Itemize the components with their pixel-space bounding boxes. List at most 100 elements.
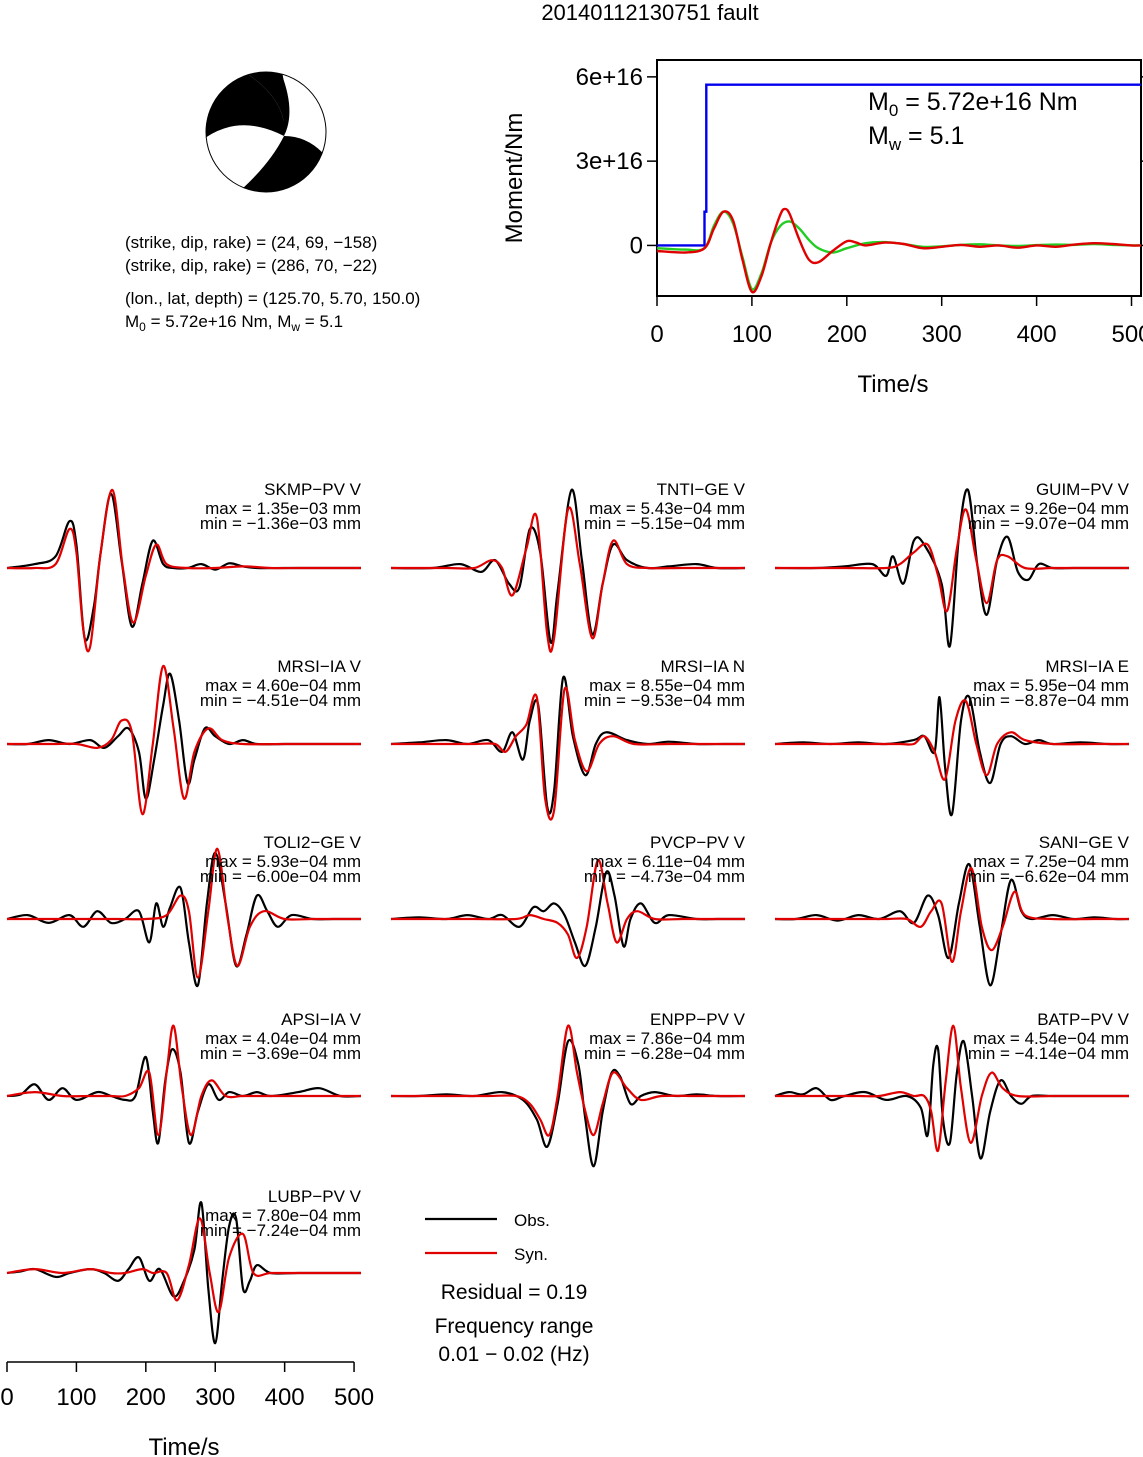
station-syn-trace <box>6 847 361 979</box>
station-syn-trace <box>390 859 745 960</box>
legend-syn-label: Syn. <box>514 1245 548 1264</box>
station-name: ENPP−PV V <box>650 1010 746 1029</box>
moment-xtick-label: 200 <box>827 321 867 348</box>
station-min: min = −6.28e−04 mm <box>584 1044 745 1063</box>
m0-subscript: 0 <box>889 101 898 120</box>
station-syn-trace <box>774 1024 1129 1152</box>
station-name: GUIM−PV V <box>1036 480 1130 499</box>
station-min: min = −7.24e−04 mm <box>200 1221 361 1240</box>
station-syn-trace <box>775 508 1129 613</box>
mw-symbol: M <box>868 122 889 150</box>
waveform-xtick-label: 100 <box>56 1384 96 1411</box>
station-max: max = 4.54e−04 mm <box>973 1029 1129 1048</box>
mw-subscript: w <box>290 320 300 334</box>
station-max: max = 5.95e−04 mm <box>973 676 1129 695</box>
station-max: max = 1.35e−03 mm <box>205 499 361 518</box>
station-min: min = −1.36e−03 mm <box>200 514 361 533</box>
station-name: LUBP−PV V <box>268 1187 362 1206</box>
mw-symbol: M <box>277 312 291 331</box>
moment-xtick-label: 400 <box>1017 321 1057 348</box>
station-max: max = 7.86e−04 mm <box>589 1029 745 1048</box>
station-max: max = 8.55e−04 mm <box>589 676 745 695</box>
beachball-compression-quadrant-upper <box>205 74 285 138</box>
station-name: SANI−GE V <box>1039 833 1130 852</box>
source-location: (lon., lat, depth) = (125.70, 5.70, 150.… <box>125 289 420 308</box>
moment-ylabel: Moment/Nm <box>501 113 528 244</box>
nodal-plane-1: (strike, dip, rake) = (24, 69, −158) <box>125 233 377 252</box>
moment-xtick-label: 100 <box>732 321 772 348</box>
moment-xlabel: Time/s <box>857 371 928 398</box>
station-min: min = −6.62e−04 mm <box>968 867 1129 886</box>
figure-title: 20140112130751 fault <box>541 0 758 25</box>
station-max: max = 4.04e−04 mm <box>205 1029 361 1048</box>
moment-series-blue <box>657 83 1141 247</box>
station-min: min = −3.69e−04 mm <box>200 1044 361 1063</box>
station-syn-trace <box>7 664 361 816</box>
station-min: min = −9.53e−04 mm <box>584 691 745 710</box>
station-syn-trace <box>390 1024 745 1137</box>
moment-plot-frame <box>656 59 1142 297</box>
station-max: max = 4.60e−04 mm <box>205 676 361 695</box>
moment-series-green <box>656 210 1142 291</box>
waveform-xtick-label: 200 <box>126 1384 166 1411</box>
station-max: max = 7.25e−04 mm <box>973 852 1129 871</box>
m0-symbol: M <box>868 88 889 116</box>
moment-m0-annotation: M0 = 5.72e+16 Nm <box>868 88 1078 120</box>
station-max: max = 6.11e−04 mm <box>590 852 745 871</box>
mw-value: = 5.1 <box>901 122 964 150</box>
station-syn-trace <box>775 699 1129 781</box>
waveform-xtick-label: 300 <box>195 1384 235 1411</box>
moment-series-red <box>656 207 1142 294</box>
station-min: min = −9.07e−04 mm <box>968 514 1129 533</box>
station-name: PVCP−PV V <box>650 833 746 852</box>
station-name: TNTI−GE V <box>657 480 746 499</box>
station-min: min = −5.15e−04 mm <box>584 514 745 533</box>
mechanism-info: (strike, dip, rake) = (24, 69, −158) (st… <box>125 233 420 334</box>
moment-ytick-label: 0 <box>630 232 643 259</box>
waveform-xtick-label: 400 <box>265 1384 305 1411</box>
station-min: min = −4.51e−04 mm <box>200 691 361 710</box>
station-max: max = 9.26e−04 mm <box>973 499 1129 518</box>
station-obs-trace <box>774 694 1130 817</box>
station-min: min = −4.73e−04 mm <box>584 867 745 886</box>
station-name: MRSI−IA E <box>1045 657 1129 676</box>
beachball-compression-quadrant-top <box>248 72 290 136</box>
nodal-plane-2: (strike, dip, rake) = (286, 70, −22) <box>125 256 377 275</box>
moment-mw-annotation: Mw = 5.1 <box>868 122 964 154</box>
moment-ytick-label: 3e+16 <box>576 148 643 175</box>
station-max: max = 7.80e−04 mm <box>205 1206 361 1225</box>
moment-ytick-label: 6e+16 <box>576 64 643 91</box>
station-name: SKMP−PV V <box>264 480 362 499</box>
frequency-range-label: Frequency range <box>435 1315 594 1338</box>
waveform-xtick-label: 0 <box>0 1384 13 1411</box>
moment-series <box>656 83 1142 294</box>
mw-value: = 5.1 <box>300 312 343 331</box>
m0-subscript: 0 <box>139 320 146 334</box>
station-syn-trace <box>391 506 745 653</box>
station-name: TOLI2−GE V <box>264 833 362 852</box>
m0-value: = 5.72e+16 Nm <box>898 88 1077 116</box>
station-syn-trace <box>774 867 1129 964</box>
m0-value: = 5.72e+16 Nm, <box>146 312 277 331</box>
moment-xtick-label: 500 <box>1111 321 1143 348</box>
frequency-range-value: 0.01 − 0.02 (Hz) <box>438 1343 589 1366</box>
station-max: max = 5.93e−04 mm <box>205 852 361 871</box>
station-min: min = −8.87e−04 mm <box>968 691 1129 710</box>
moment-xtick-label: 300 <box>922 321 962 348</box>
waveform-xtick-label: 500 <box>334 1384 374 1411</box>
station-name: MRSI−IA V <box>277 657 361 676</box>
waveform-xlabel: Time/s <box>148 1434 219 1457</box>
station-min: min = −6.00e−04 mm <box>200 867 361 886</box>
station-name: BATP−PV V <box>1037 1010 1129 1029</box>
station-syn-trace <box>6 1024 361 1137</box>
